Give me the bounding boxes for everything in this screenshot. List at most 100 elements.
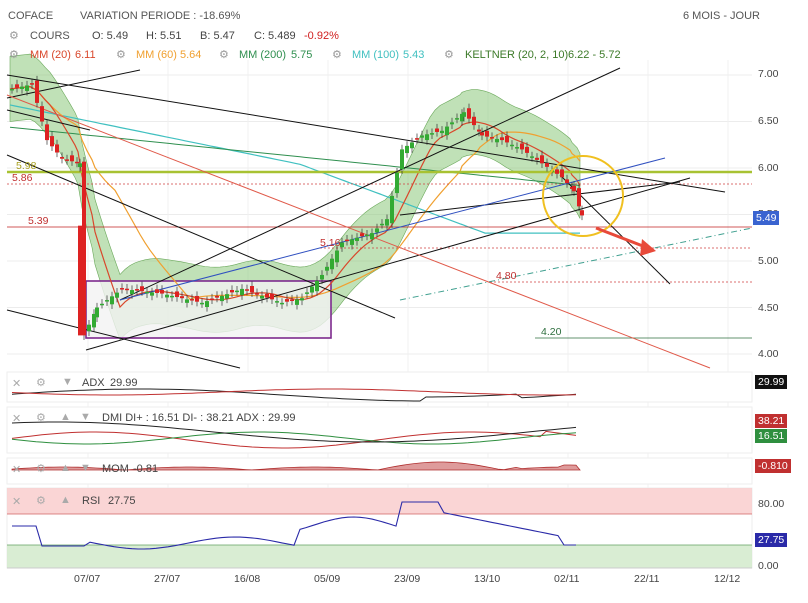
candle-body xyxy=(120,288,124,290)
candle-body xyxy=(535,157,539,160)
close-icon[interactable]: ✕ xyxy=(12,464,22,476)
price-tick: 7.00 xyxy=(758,68,779,80)
candle-body xyxy=(450,122,454,125)
candle-body xyxy=(472,116,476,126)
candle-body xyxy=(355,237,359,242)
candle-body xyxy=(95,307,99,318)
candle-body xyxy=(555,169,559,174)
dmi-minus-line xyxy=(11,430,577,449)
candle-body xyxy=(20,86,24,89)
candle-body xyxy=(290,299,294,302)
arrow-up-icon[interactable]: ▲ xyxy=(60,494,71,506)
candle-body xyxy=(35,80,39,103)
gear-icon[interactable]: ⚙ xyxy=(36,463,46,475)
candle-body xyxy=(145,291,149,294)
rsi-tick: 0.00 xyxy=(758,560,779,572)
level-label-598: 5.98 xyxy=(16,160,37,172)
gear-icon[interactable]: ⚙ xyxy=(36,495,46,507)
candle-body xyxy=(25,85,29,91)
dmi-label: DMI DI+ : 16.51 DI- : 38.21 ADX : 29.99 xyxy=(102,412,296,424)
candle-body xyxy=(75,161,79,164)
gear-icon[interactable]: ⚙ xyxy=(9,30,19,42)
candle-body xyxy=(440,130,444,134)
period-selector[interactable]: 6 MOIS - JOUR xyxy=(683,10,761,22)
candle-body xyxy=(140,286,144,292)
candle-body xyxy=(505,135,509,143)
adx-panel xyxy=(6,371,753,403)
close-icon[interactable]: ✕ xyxy=(12,413,22,425)
candle-body xyxy=(577,188,581,207)
gear-icon[interactable]: ⚙ xyxy=(444,49,454,61)
arrow-up-icon[interactable]: ▲ xyxy=(60,411,71,423)
keltner-label: KELTNER (20, 2, 10) xyxy=(465,49,569,61)
candle-body xyxy=(150,292,154,296)
arrow-down-icon[interactable]: ▼ xyxy=(62,376,73,388)
candle-body xyxy=(365,234,369,237)
candle-body xyxy=(420,135,424,138)
cours-label: COURS xyxy=(30,30,70,42)
candle-body xyxy=(100,303,104,306)
candle-body xyxy=(220,295,224,302)
symbol-name: COFACE xyxy=(8,10,54,22)
candle-body xyxy=(385,219,389,226)
candle-body xyxy=(245,289,249,291)
candle-body xyxy=(215,295,219,298)
gear-icon[interactable]: ⚙ xyxy=(9,49,19,61)
candle-body xyxy=(467,108,471,119)
candle-body xyxy=(10,88,14,91)
x-tick-label: 07/07 xyxy=(74,573,100,585)
rsi-tag: 27.75 xyxy=(755,533,788,547)
close-icon[interactable]: ✕ xyxy=(12,496,22,508)
candle-body xyxy=(445,126,449,136)
candle-body xyxy=(185,299,189,303)
x-tick-label: 13/10 xyxy=(474,573,500,585)
candle-body xyxy=(560,169,564,178)
candle-body xyxy=(125,288,129,291)
close-icon[interactable]: ✕ xyxy=(12,378,22,390)
arrow-down-icon[interactable]: ▼ xyxy=(80,462,91,474)
candle-body xyxy=(240,288,244,296)
candle-body xyxy=(235,290,239,293)
close-value: C: 5.489 xyxy=(254,30,296,42)
candle-body xyxy=(315,280,319,292)
rsi-line xyxy=(12,501,576,550)
gear-icon[interactable]: ⚙ xyxy=(36,412,46,424)
candle-body xyxy=(310,286,314,293)
close-change: -0.92% xyxy=(304,30,339,42)
candle-body xyxy=(330,258,334,270)
candle-body xyxy=(545,163,549,167)
gap-down-candle xyxy=(78,225,82,336)
candle-body xyxy=(525,146,529,153)
mom-tag: -0.810 xyxy=(755,459,791,473)
arrow-down-icon[interactable]: ▼ xyxy=(80,411,91,423)
gear-icon[interactable]: ⚙ xyxy=(36,377,46,389)
candle-body xyxy=(130,290,134,295)
mm60-label: MM (60) xyxy=(136,49,177,61)
level-label-516: 5.16 xyxy=(320,237,341,249)
candle-body xyxy=(205,301,209,308)
candle-body xyxy=(260,295,264,299)
x-tick-label: 22/11 xyxy=(634,573,660,585)
gear-icon[interactable]: ⚙ xyxy=(116,49,126,61)
arrow-up-icon[interactable]: ▲ xyxy=(60,462,71,474)
dmi-plus-tag: 16.51 xyxy=(755,429,788,443)
candle-body xyxy=(170,295,174,298)
rsi-oversold-zone xyxy=(7,545,752,568)
gear-icon[interactable]: ⚙ xyxy=(332,49,342,61)
candles xyxy=(10,75,584,341)
mm200-line xyxy=(9,126,581,186)
candle-body xyxy=(515,147,519,149)
x-tick-label: 27/07 xyxy=(154,573,180,585)
candle-body xyxy=(82,161,86,336)
rsi-value: 27.75 xyxy=(108,495,136,507)
candle-body xyxy=(370,233,374,240)
mm100-value: 5.43 xyxy=(403,49,425,61)
current-price-tag: 5.49 xyxy=(753,211,780,225)
candle-body xyxy=(350,239,354,245)
candle-body xyxy=(70,155,74,162)
candle-body xyxy=(510,144,514,147)
gear-icon[interactable]: ⚙ xyxy=(219,49,229,61)
adx-line xyxy=(11,388,577,402)
price-tick: 4.50 xyxy=(758,302,779,314)
